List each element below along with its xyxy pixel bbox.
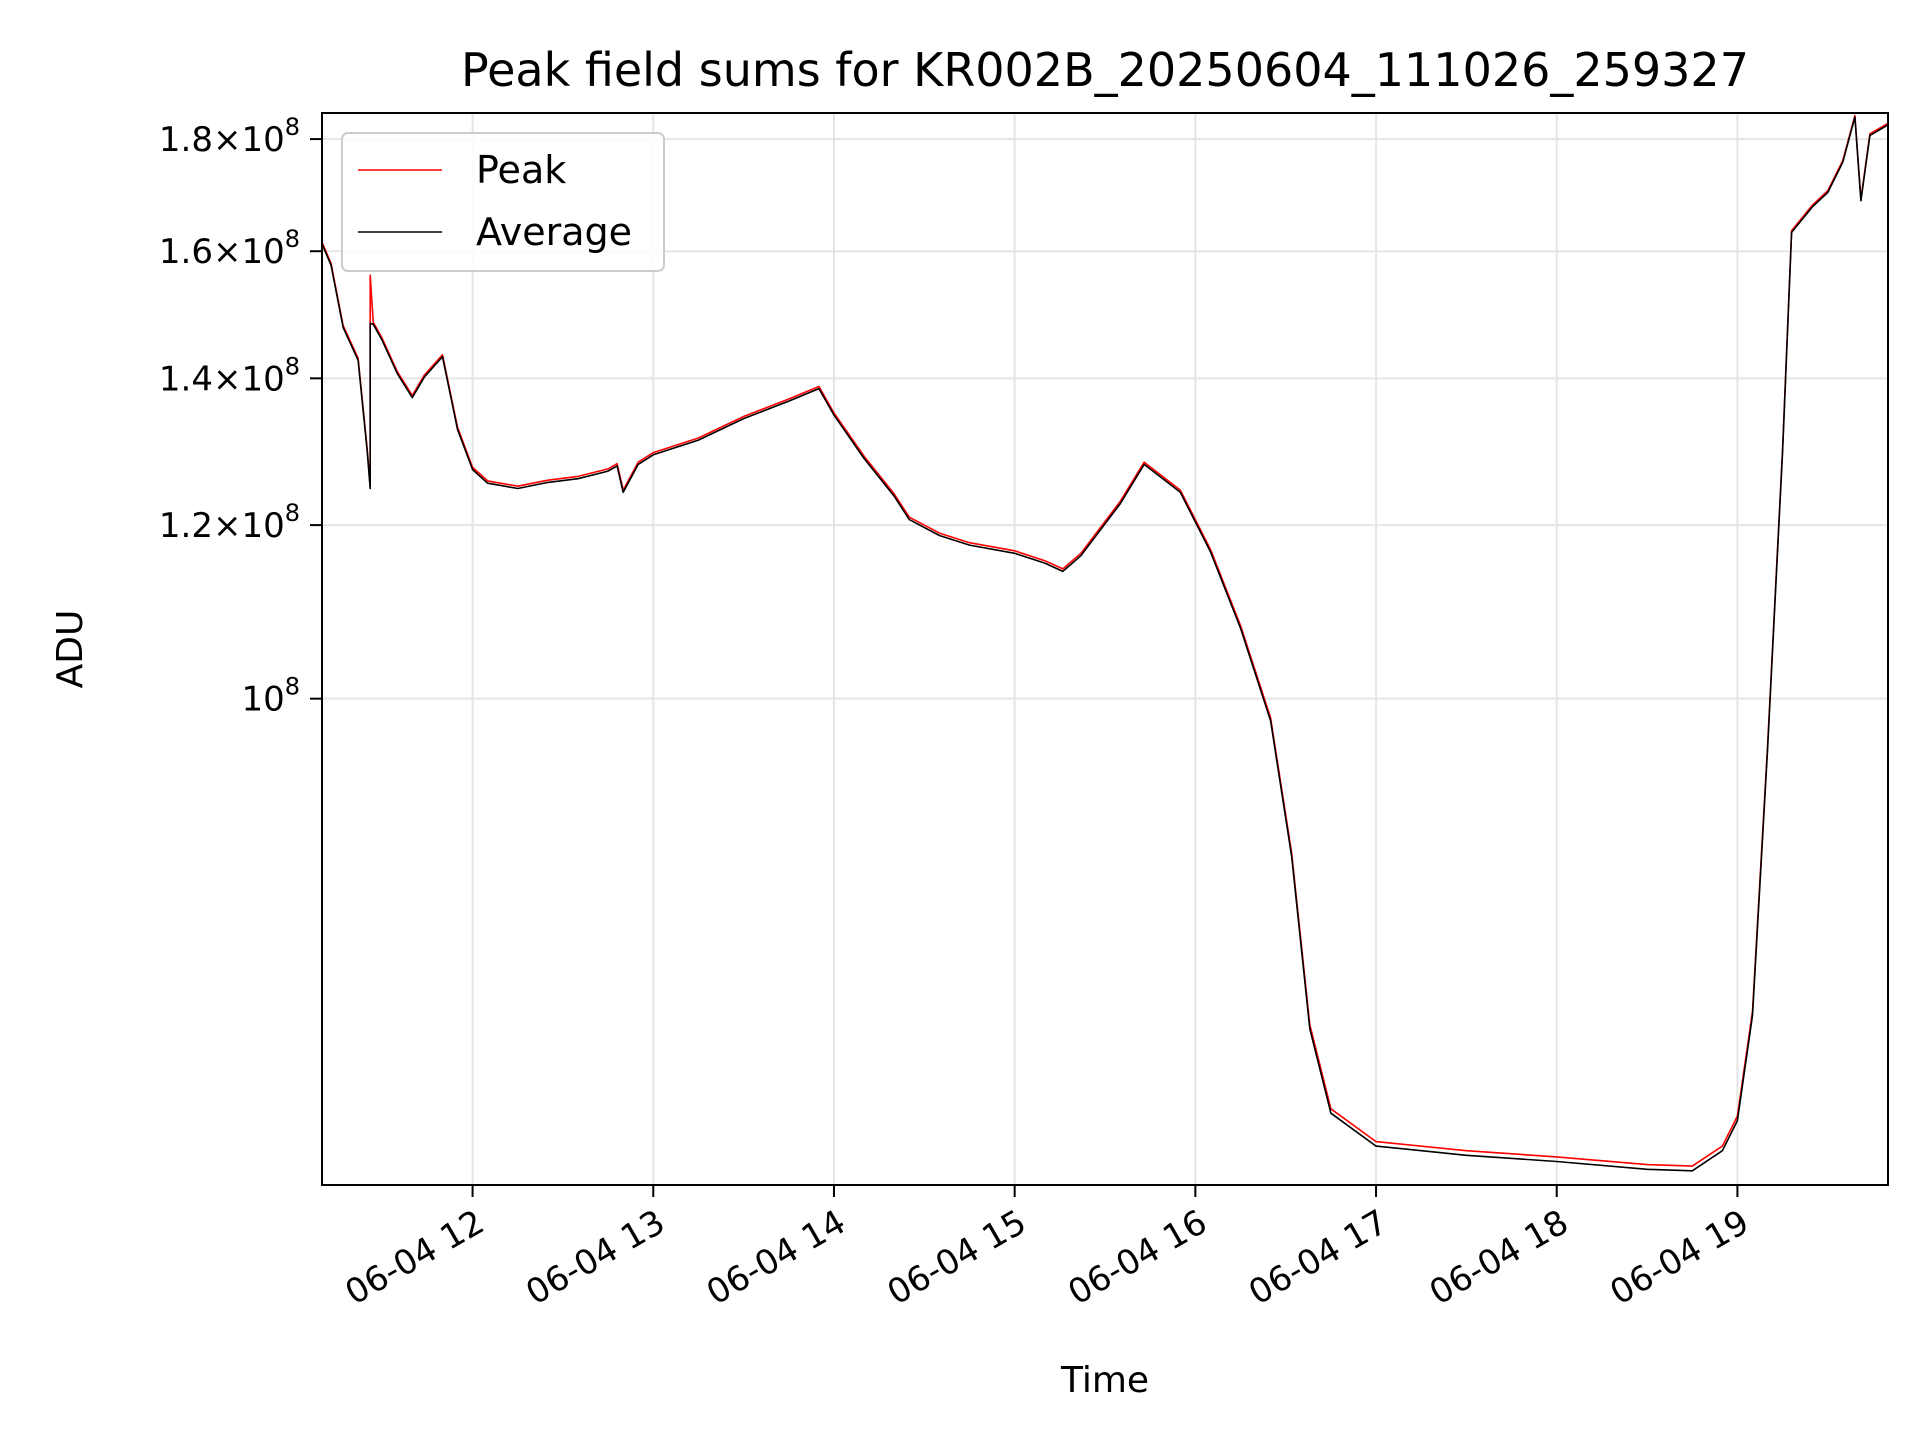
y-axis-label: ADU (50, 610, 91, 689)
y-tick-label: 1.6×108 (159, 225, 300, 272)
legend-label-peak: Peak (476, 148, 566, 192)
y-tick-label: 1.8×108 (159, 113, 300, 160)
y-tick-label: 1.4×108 (159, 352, 300, 399)
y-tick-label: 1.2×108 (159, 499, 300, 546)
x-axis-label: Time (1060, 1360, 1149, 1401)
legend-label-average: Average (476, 210, 632, 254)
chart-title: Peak field sums for KR002B_20250604_1110… (461, 43, 1749, 97)
chart: Peak field sums for KR002B_20250604_1110… (0, 0, 1920, 1440)
legend: Peak Average (342, 133, 664, 271)
